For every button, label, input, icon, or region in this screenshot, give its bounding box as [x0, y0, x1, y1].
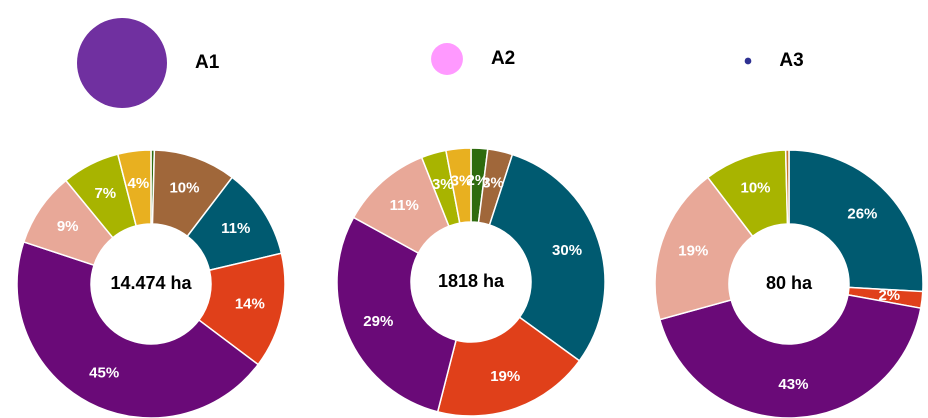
- slice-label: 29%: [363, 313, 393, 330]
- slice-label: 4%: [128, 175, 150, 192]
- slice-label: 30%: [552, 242, 582, 259]
- donut-slice: [488, 153, 606, 362]
- donut-slice: [654, 176, 754, 321]
- donut-slice: [445, 147, 472, 224]
- donut-slice: [788, 149, 924, 293]
- slice-label: 14%: [235, 296, 265, 313]
- donut-slice: [116, 149, 152, 227]
- donut-slice: [336, 216, 457, 413]
- center-label: 80 ha: [766, 273, 813, 293]
- slice-label: 11%: [221, 220, 250, 237]
- slice-label: 2%: [878, 287, 900, 304]
- slice-label: 10%: [169, 180, 199, 197]
- donut-slice: [436, 316, 581, 417]
- slice-label: 19%: [678, 243, 708, 260]
- center-label: 1818 ha: [438, 271, 505, 291]
- slice-label: 26%: [847, 206, 877, 223]
- slice-label: 7%: [94, 185, 116, 202]
- legend-label: A3: [779, 50, 803, 71]
- legend-bubble: [744, 57, 752, 65]
- legend-bubble: [431, 43, 463, 75]
- donut-slice: [784, 149, 790, 225]
- slice-label: 9%: [57, 218, 79, 235]
- legend-label: A2: [491, 48, 515, 69]
- donut-slice: [658, 293, 922, 418]
- slice-label: 19%: [490, 368, 520, 385]
- slice-label: 11%: [390, 197, 419, 214]
- center-label: 14.474 ha: [110, 273, 192, 293]
- slice-label: 45%: [89, 364, 119, 381]
- donut-chart: [16, 18, 286, 418]
- slice-label: 2%: [466, 172, 488, 189]
- donut-chart: [654, 57, 924, 418]
- donut-chart: [336, 43, 606, 417]
- slice-label: 43%: [778, 376, 808, 393]
- slice-label: 3%: [482, 174, 504, 191]
- legend-label: A1: [195, 52, 220, 73]
- legend-bubble: [77, 18, 167, 108]
- slice-label: 10%: [740, 180, 770, 197]
- slice-label: 3%: [432, 176, 454, 193]
- donut-slice: [16, 241, 260, 418]
- slice-label: 3%: [451, 172, 473, 189]
